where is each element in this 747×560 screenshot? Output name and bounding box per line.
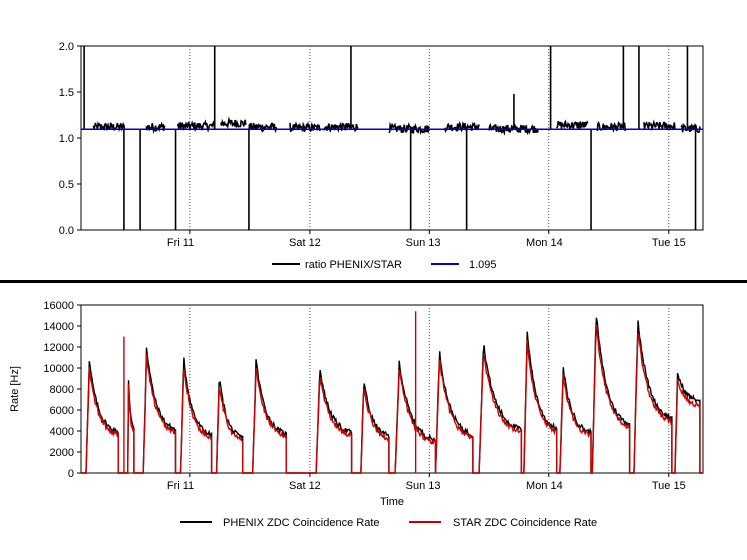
rate-x-tick-label: Mon 14: [526, 480, 563, 492]
rate-y-tick-label: 2000: [50, 447, 74, 459]
rate-y-tick-label: 16000: [43, 300, 74, 312]
rate-y-axis-title: Rate [Hz]: [9, 366, 21, 412]
ratio-plot-frame: [80, 45, 704, 231]
legend-label-constant: 1.095: [469, 259, 497, 271]
ratio-series-segment: [680, 123, 701, 134]
rate-y-tick-label: 0: [68, 468, 74, 480]
ratio-chart: 0.0 0.5 1.0 1.5 2.0 Fri 11 Sat 12 Sun 13 Mon 14…: [59, 41, 704, 271]
rate-series-line: [81, 325, 703, 474]
legend-label-star: STAR ZDC Coincidence Rate: [453, 517, 597, 529]
ratio-y-tick-label: 0.0: [59, 225, 74, 237]
rate-x-tick-label: Sat 12: [289, 480, 321, 492]
rate-plot-frame: [80, 304, 704, 474]
ratio-y-tick-label: 0.5: [59, 179, 74, 191]
rate-x-axis: Fri 11 Sat 12 Sun 13 Mon 14 Tue 15: [167, 473, 686, 492]
ratio-series-segment: [643, 119, 676, 132]
ratio-series-segment: [556, 119, 589, 130]
rate-grid: [189, 305, 670, 473]
panel-divider: [0, 280, 747, 283]
legend-label-ratio: ratio PHENIX/STAR: [305, 259, 402, 271]
ratio-series-segment: [248, 122, 278, 134]
rate-y-tick-label: 8000: [50, 384, 74, 396]
ratio-legend: ratio PHENIX/STAR 1.095: [272, 259, 497, 271]
ratio-grid: [189, 46, 670, 230]
ratio-x-tick-label: Mon 14: [526, 237, 563, 249]
rate-x-tick-label: Tue 15: [652, 480, 686, 492]
rate-plot-area: [81, 311, 703, 474]
ratio-y-tick-label: 1.0: [59, 133, 74, 145]
rate-y-tick-label: 4000: [50, 426, 74, 438]
legend-label-phenix: PHENIX ZDC Coincidence Rate: [223, 517, 380, 529]
rate-y-tick-label: 6000: [50, 405, 74, 417]
rate-y-axis: 0 2000 4000 6000 8000 10000 12000 14000 16000: [43, 300, 81, 480]
ratio-plot-area: [81, 46, 703, 230]
rate-x-tick-label: Sun 13: [406, 480, 441, 492]
ratio-series-segment: [388, 121, 430, 136]
rate-legend: PHENIX ZDC Coincidence Rate STAR ZDC Coi…: [180, 517, 597, 529]
rate-chart: 0 2000 4000 6000 8000 10000 12000 14000 16000 Fr…: [9, 300, 704, 529]
ratio-series-segment: [145, 121, 166, 134]
rate-y-tick-label: 14000: [43, 321, 74, 333]
ratio-x-tick-label: Sat 12: [289, 237, 321, 249]
rate-x-tick-label: Fri 11: [167, 480, 194, 492]
ratio-series-segment: [322, 121, 359, 134]
ratio-x-tick-label: Sun 13: [406, 237, 441, 249]
ratio-y-axis: 0.0 0.5 1.0 1.5 2.0: [59, 41, 81, 237]
ratio-series-segment: [220, 116, 247, 130]
ratio-x-tick-label: Tue 15: [652, 237, 686, 249]
ratio-y-tick-label: 1.5: [59, 87, 74, 99]
rate-x-axis-title: Time: [380, 496, 404, 508]
ratio-y-tick-label: 2.0: [59, 41, 74, 53]
ratio-x-tick-label: Fri 11: [167, 237, 194, 249]
rate-y-tick-label: 12000: [43, 342, 74, 354]
rate-y-tick-label: 10000: [43, 363, 74, 375]
ratio-x-axis: Fri 11 Sat 12 Sun 13 Mon 14 Tue 15: [167, 230, 686, 249]
